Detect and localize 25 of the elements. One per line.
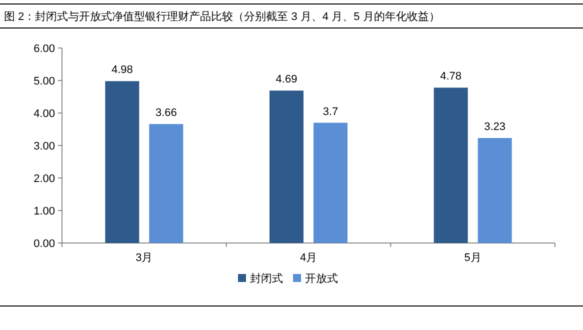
- data-label: 3.66: [155, 107, 177, 120]
- bar: [314, 122, 348, 243]
- bar: [105, 81, 140, 243]
- y-tick-label: 1.00: [34, 206, 55, 218]
- y-tick-label: 2.00: [34, 173, 55, 185]
- x-tick-label: 5月: [464, 252, 482, 264]
- y-tick-label: 3.00: [34, 140, 55, 152]
- bar: [478, 138, 512, 243]
- y-tick-label: 6.00: [34, 43, 55, 55]
- y-tick-label: 0.00: [34, 238, 55, 250]
- legend-label: 封闭式: [250, 272, 283, 285]
- data-label: 4.98: [111, 64, 133, 76]
- data-label: 4.78: [440, 70, 462, 83]
- bar: [149, 124, 184, 243]
- x-tick-label: 3月: [136, 252, 153, 264]
- y-tick-label: 4.00: [34, 108, 55, 120]
- data-label: 4.69: [276, 74, 298, 86]
- y-tick-label: 5.00: [34, 76, 55, 88]
- legend-label: 开放式: [305, 272, 338, 285]
- bar: [434, 88, 468, 243]
- x-tick-label: 4月: [300, 252, 318, 264]
- chart-title: 图 2：封闭式与开放式净值型银行理财产品比较（分别截至 3 月、4 月、5 月的年化收益）: [4, 10, 440, 23]
- bar: [270, 90, 304, 243]
- data-label: 3.7: [322, 106, 338, 118]
- data-label: 3.23: [484, 121, 506, 134]
